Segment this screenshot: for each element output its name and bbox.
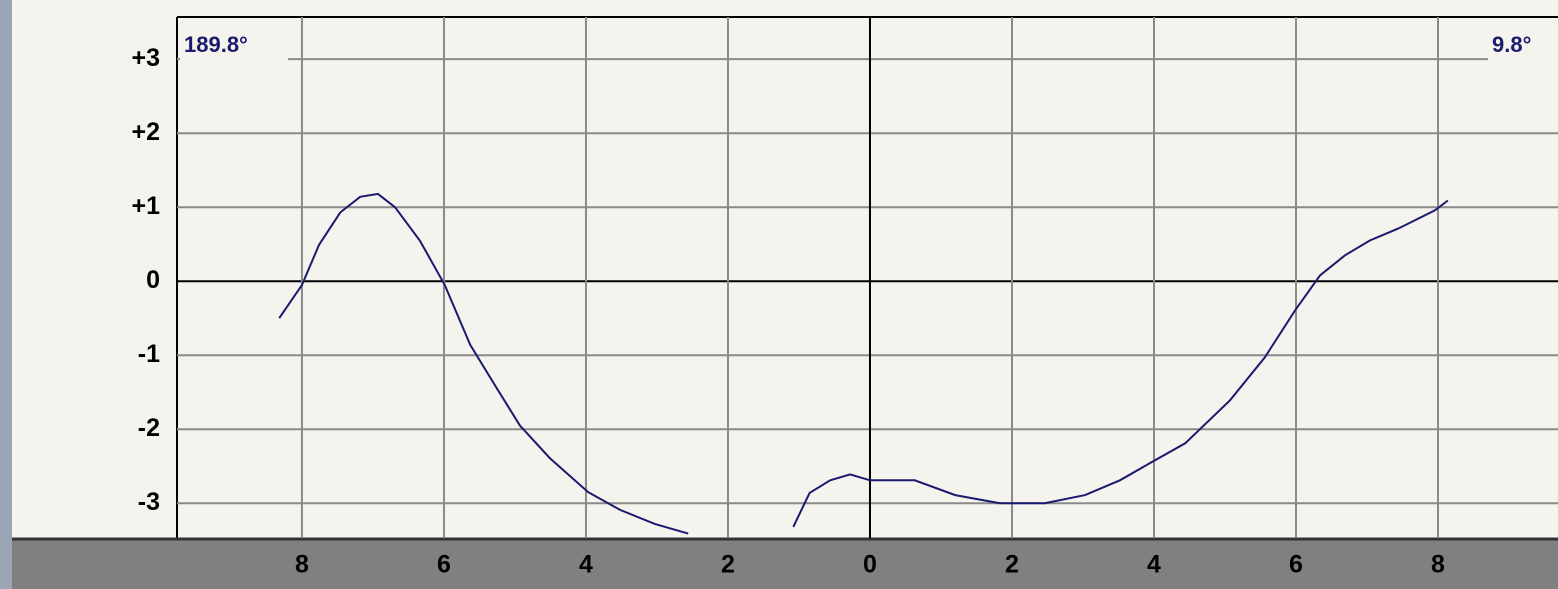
grid (177, 17, 1558, 538)
y-tick-label: +2 (131, 118, 160, 146)
y-tick-label: 0 (146, 266, 160, 294)
y-tick-label: -1 (138, 340, 160, 368)
x-tick-label: 4 (579, 551, 593, 579)
annotation: 9.8° (1492, 32, 1531, 57)
x-axis-band (12, 538, 1558, 589)
y-tick-label: +1 (131, 192, 160, 220)
x-tick-label: 2 (721, 551, 735, 579)
y-tick-label: -3 (138, 488, 160, 516)
y-tick-label: -2 (138, 414, 160, 442)
lines (278, 192, 1449, 535)
y-tick-label: +3 (131, 44, 160, 72)
annotation-bg (180, 30, 288, 62)
x-tick-label: 8 (1431, 551, 1445, 579)
window-border (0, 0, 12, 589)
x-tick-label: 6 (437, 551, 451, 579)
annotation-bg (1488, 30, 1558, 62)
x-tick-label: 0 (863, 551, 877, 579)
x-tick-label: 2 (1005, 551, 1019, 579)
x-tick-label: 4 (1147, 551, 1161, 579)
x-tick-label: 6 (1289, 551, 1303, 579)
x-tick-label: 8 (295, 551, 309, 579)
annotation: 189.8° (184, 32, 248, 57)
data-line (278, 192, 1449, 535)
